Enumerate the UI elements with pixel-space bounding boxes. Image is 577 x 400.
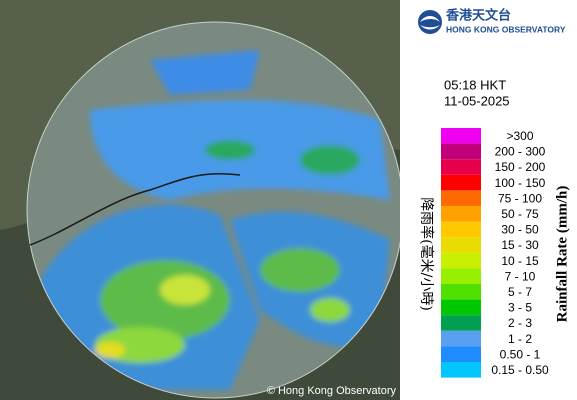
legend-swatch (441, 362, 481, 378)
legend-label: 3 - 5 (508, 301, 532, 315)
legend-title: Rainfall Rate (mm/h) (554, 186, 570, 323)
legend-swatch (441, 330, 481, 347)
legend-swatch (441, 284, 481, 300)
range-ring (26, 21, 400, 399)
legend-label: 150 - 200 (495, 160, 546, 174)
legend-label: 5 - 7 (508, 285, 532, 299)
legend-swatch (441, 174, 481, 191)
radar-map: © Hong Kong Observatory (0, 0, 400, 400)
legend-swatch (441, 206, 481, 222)
legend-swatch (441, 268, 481, 284)
legend-swatch (441, 128, 481, 144)
legend-label: 2 - 3 (508, 316, 532, 330)
legend-label: 1 - 2 (508, 332, 532, 346)
legend-label: 75 - 100 (498, 191, 542, 205)
logo-english: HONG KONG OBSERVATORY (446, 24, 566, 34)
logo: 香港天文台 HONG KONG OBSERVATORY (418, 7, 566, 34)
legend-swatch (441, 221, 481, 238)
legend-swatch (441, 299, 481, 316)
legend-swatch (441, 346, 481, 362)
legend-label: 50 - 75 (501, 207, 539, 221)
rain-echoes (40, 50, 390, 390)
date: 11-05-2025 (444, 93, 510, 108)
legend-swatch (441, 159, 481, 175)
legend-swatch (441, 190, 481, 206)
legend-swatch (441, 143, 481, 160)
legend-swatch (441, 252, 481, 269)
logo-emblem (418, 10, 442, 34)
legend-label: 10 - 15 (501, 254, 539, 268)
legend-label: 7 - 10 (505, 269, 536, 283)
legend-label: 30 - 50 (501, 223, 539, 237)
legend-label: 100 - 150 (495, 176, 546, 190)
legend-label: 0.15 - 0.50 (491, 363, 549, 377)
time: 05:18 HKT (444, 77, 506, 92)
legend-swatch (441, 315, 481, 331)
legend-swatch (441, 237, 481, 253)
copyright: © Hong Kong Observatory (267, 385, 397, 397)
legend-label: >300 (506, 129, 533, 143)
legend-label: 0.50 - 1 (500, 347, 541, 361)
legend-title-chinese: 降雨率(毫米/小時) (418, 197, 435, 311)
logo-chinese: 香港天文台 (445, 7, 511, 22)
legend-label: 200 - 300 (495, 145, 546, 159)
coastline (29, 172, 241, 246)
legend-label: 15 - 30 (501, 238, 539, 252)
